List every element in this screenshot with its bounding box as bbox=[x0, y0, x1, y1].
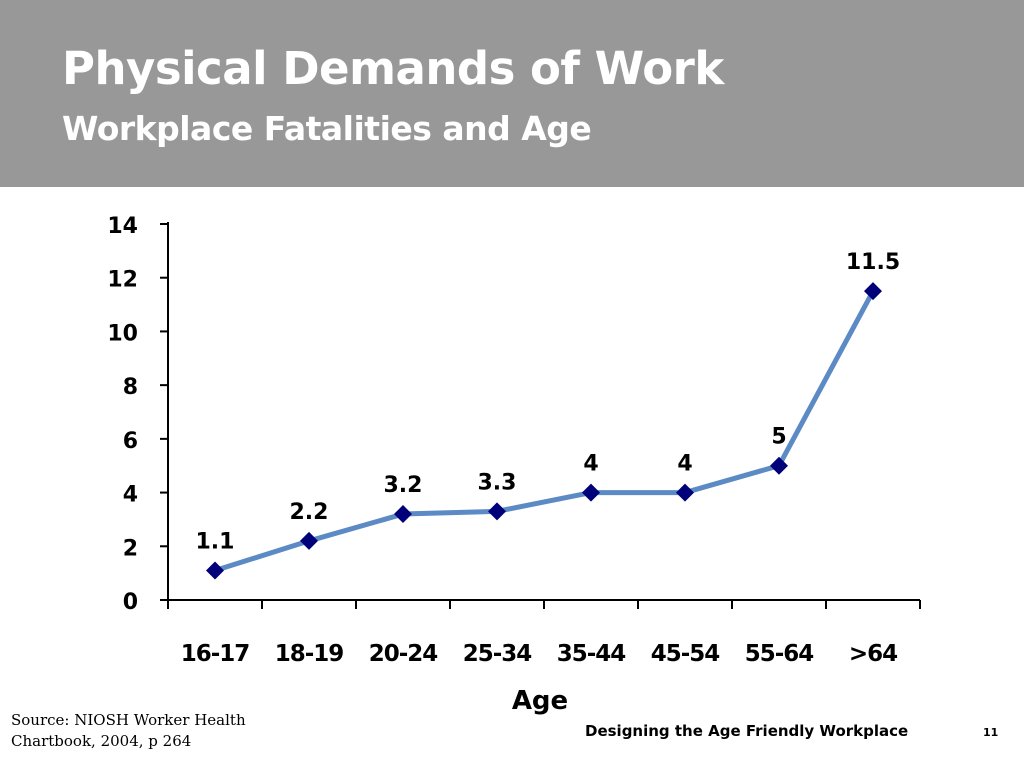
data-label: 3.3 bbox=[478, 470, 517, 495]
series-line bbox=[212, 288, 876, 573]
y-tick-label: 14 bbox=[107, 214, 138, 239]
x-tick-label: 35-44 bbox=[557, 641, 626, 667]
slide-subtitle: Workplace Fatalities and Age bbox=[62, 109, 592, 148]
page-number: 11 bbox=[983, 726, 999, 739]
source-line-2: Chartbook, 2004, p 264 bbox=[11, 732, 192, 750]
data-label: 3.2 bbox=[384, 473, 423, 498]
y-tick-label: 2 bbox=[123, 536, 138, 561]
data-label: 4 bbox=[677, 452, 692, 477]
x-tick-label: 55-64 bbox=[745, 641, 814, 667]
data-label: 11.5 bbox=[846, 250, 900, 275]
y-tick-label: 0 bbox=[123, 590, 138, 615]
x-tick-label: 25-34 bbox=[463, 641, 532, 667]
source-citation: Source: NIOSH Worker Health Chartbook, 2… bbox=[11, 710, 271, 752]
y-tick-label: 6 bbox=[123, 429, 138, 454]
source-line-1: Source: NIOSH Worker Health bbox=[11, 711, 246, 729]
y-tick-label: 12 bbox=[107, 268, 138, 293]
y-tick-label: 4 bbox=[123, 483, 138, 508]
data-point-marker bbox=[864, 282, 882, 301]
data-point-marker bbox=[582, 483, 600, 502]
data-label: 4 bbox=[583, 452, 598, 477]
data-point-marker bbox=[770, 456, 788, 475]
y-tick-label: 8 bbox=[123, 375, 138, 400]
data-label: 2.2 bbox=[290, 500, 329, 525]
slide-title: Physical Demands of Work bbox=[62, 42, 724, 95]
data-point-marker bbox=[488, 502, 506, 521]
data-point-marker bbox=[676, 483, 694, 502]
footer-text: Designing the Age Friendly Workplace bbox=[585, 722, 909, 740]
x-tick-label: >64 bbox=[849, 641, 897, 667]
data-point-marker bbox=[206, 561, 224, 580]
x-tick-label: 18-19 bbox=[275, 641, 344, 667]
x-tick-label: 16-17 bbox=[181, 641, 250, 667]
y-tick-label: 10 bbox=[107, 321, 138, 346]
fatalities-line-chart: 0 2 4 6 8 10 12 14 16-17 18-19 20-24 25-34 35-44 45-5… bbox=[107, 214, 921, 716]
title-band: Physical Demands of Work Workplace Fatal… bbox=[0, 0, 1024, 187]
x-tick-label: 20-24 bbox=[369, 641, 438, 667]
x-tick-label: 45-54 bbox=[651, 641, 720, 667]
data-label: 1.1 bbox=[196, 529, 235, 554]
data-point-marker bbox=[394, 505, 412, 524]
data-label: 5 bbox=[771, 425, 786, 450]
data-point-marker bbox=[300, 531, 318, 550]
x-axis-title: Age bbox=[512, 686, 568, 716]
